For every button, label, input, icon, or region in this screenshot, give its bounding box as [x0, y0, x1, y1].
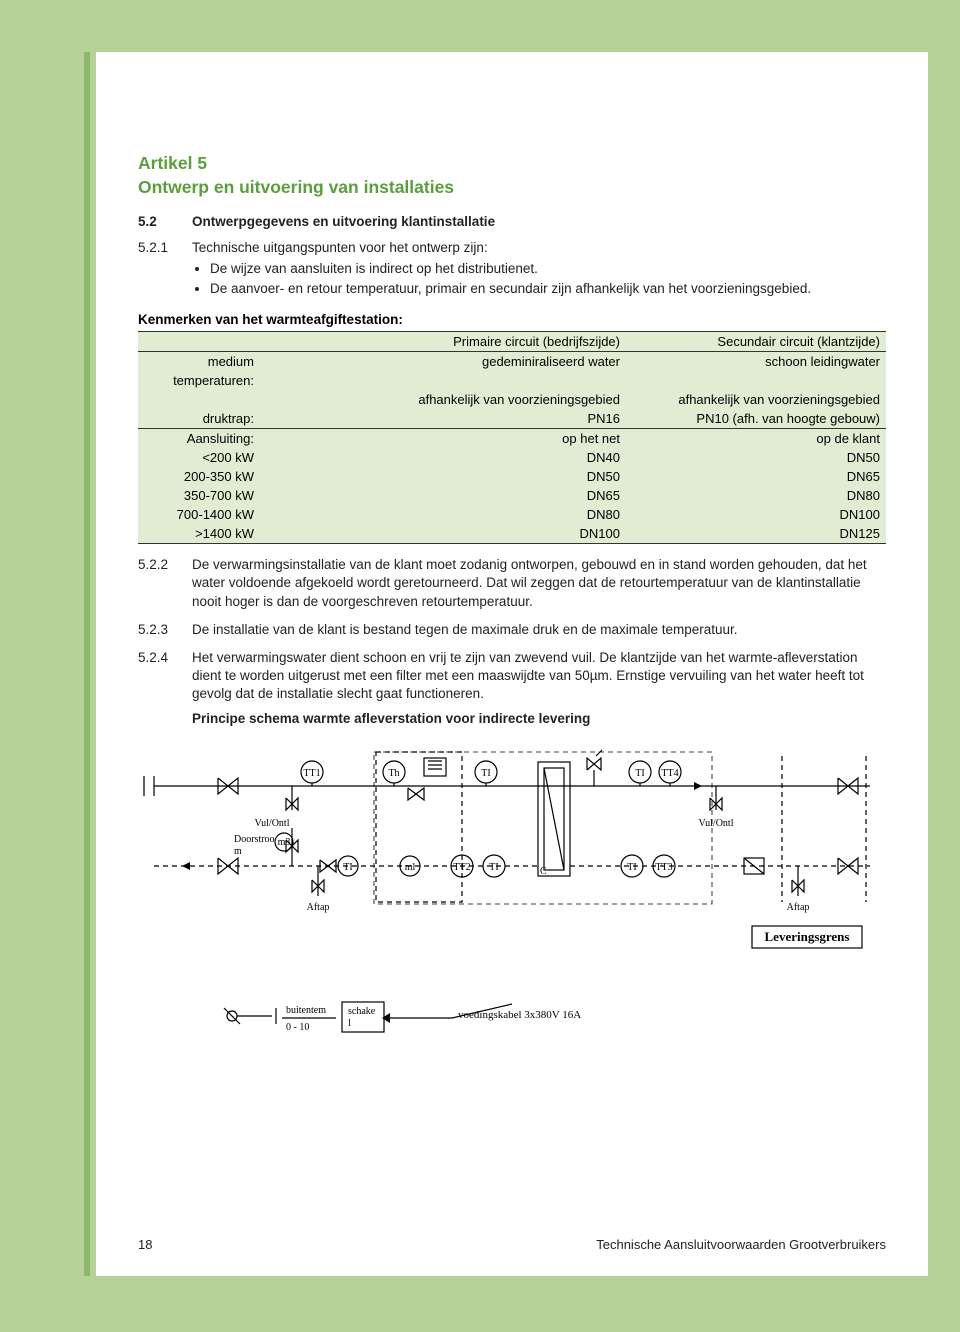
cell-secondary — [626, 371, 886, 390]
doorstroom2-label: m — [234, 846, 242, 857]
row-label: <200 kW — [138, 448, 260, 467]
aftap-l-label: Aftap — [307, 902, 330, 913]
bullet-list: De wijze van aansluiten is indirect op h… — [192, 260, 886, 298]
table-row: temperaturen: — [138, 371, 886, 390]
section-text: De verwarmingsinstallatie van de klant m… — [192, 556, 886, 611]
section-5-2: 5.2 Ontwerpgegevens en uitvoering klanti… — [138, 213, 886, 231]
table-row: druktrap:PN16PN10 (afh. van hoogte gebou… — [138, 409, 886, 429]
section-5-2-1: 5.2.1 Technische uitgangspunten voor het… — [138, 239, 886, 300]
table-row: Aansluiting:op het netop de klant — [138, 429, 886, 449]
row-label: 700-1400 kW — [138, 505, 260, 524]
tt3-label: TT3 — [655, 862, 672, 873]
section-text: Het verwarmingswater dient schoon en vri… — [192, 650, 864, 701]
schema-caption: Principe schema warmte afleverstation vo… — [192, 710, 886, 728]
section-number: 5.2.2 — [138, 556, 192, 574]
section-body: Technische uitgangspunten voor het ontwe… — [192, 239, 886, 300]
spec-table: Primaire circuit (bedrijfszijde) Secunda… — [138, 331, 886, 544]
cell-secondary: schoon leidingwater — [626, 352, 886, 372]
section-body: Het verwarmingswater dient schoon en vri… — [192, 649, 886, 738]
aftap-r-label: Aftap — [787, 902, 810, 913]
section-5-2-2: 5.2.2 De verwarmingsinstallatie van de k… — [138, 556, 886, 611]
schake2-label: l — [348, 1018, 351, 1029]
cell-primary: DN50 — [260, 467, 626, 486]
leveringsgrens-label: Leveringsgrens — [765, 929, 850, 944]
section-number: 5.2 — [138, 213, 192, 231]
section-5-2-4: 5.2.4 Het verwarmingswater dient schoon … — [138, 649, 886, 738]
intro-text: Technische uitgangspunten voor het ontwe… — [192, 240, 488, 255]
zero-ten-label: 0 - 10 — [286, 1022, 309, 1033]
section-text: De installatie van de klant is bestand t… — [192, 621, 886, 639]
cell-secondary: DN125 — [626, 524, 886, 544]
col-primary-header: Primaire circuit (bedrijfszijde) — [260, 332, 626, 352]
row-label: 200-350 kW — [138, 467, 260, 486]
cell-primary: DN40 — [260, 448, 626, 467]
ti-d-label: TI — [627, 862, 636, 873]
page-footer: 18 Technische Aansluitvoorwaarden Grootv… — [138, 1237, 886, 1252]
row-label: 350-700 kW — [138, 486, 260, 505]
table-row: 200-350 kWDN50DN65 — [138, 467, 886, 486]
bullet-item: De aanvoer- en retour temperatuur, prima… — [210, 280, 886, 298]
cell-primary: PN16 — [260, 409, 626, 429]
doc-title-footer: Technische Aansluitvoorwaarden Grootverb… — [596, 1237, 886, 1252]
table-row: >1400 kWDN100DN125 — [138, 524, 886, 544]
ti-e-label: TI — [343, 862, 352, 873]
row-label: Aansluiting: — [138, 429, 260, 449]
section-heading: Ontwerpgegevens en uitvoering klantinsta… — [192, 213, 886, 231]
title-line1: Artikel 5 — [138, 153, 207, 173]
vulontl-l-label: Vul/Ontl — [255, 818, 290, 829]
cell-primary: DN100 — [260, 524, 626, 544]
cell-secondary: DN100 — [626, 505, 886, 524]
cell-secondary: DN50 — [626, 448, 886, 467]
table-caption: Kenmerken van het warmteafgiftestation: — [138, 312, 886, 327]
cell-primary: afhankelijk van voorzieningsgebied — [260, 390, 626, 409]
schematic-diagram: TT1 Th TI C TI TT4 Vul/Ontl — [142, 746, 882, 1056]
th-label: Th — [388, 768, 399, 779]
schake-label: schake — [348, 1006, 376, 1017]
ti-b-label: TI — [635, 768, 644, 779]
cell-secondary: op de klant — [626, 429, 886, 449]
ml-label: ml — [405, 862, 416, 873]
row-label — [138, 390, 260, 409]
ti-c-label: TI — [489, 862, 498, 873]
row-label: >1400 kW — [138, 524, 260, 544]
tt1-label: TT1 — [303, 768, 320, 779]
vulontl-r-label: Vul/Ontl — [699, 818, 734, 829]
bullet-item: De wijze van aansluiten is indirect op h… — [210, 260, 886, 278]
title-line2: Ontwerp en uitvoering van installaties — [138, 177, 454, 197]
c-label: C — [540, 866, 547, 877]
cell-primary — [260, 371, 626, 390]
doorstroom-label: Doorstroo — [234, 834, 275, 845]
table-row: 700-1400 kWDN80DN100 — [138, 505, 886, 524]
row-label: temperaturen: — [138, 371, 260, 390]
table-row: mediumgedeminiraliseerd waterschoon leid… — [138, 352, 886, 372]
section-5-2-3: 5.2.3 De installatie van de klant is bes… — [138, 621, 886, 639]
table-row: <200 kWDN40DN50 — [138, 448, 886, 467]
buitentem-label: buitentem — [286, 1005, 326, 1016]
col-secondary-header: Secundair circuit (klantzijde) — [626, 332, 886, 352]
table-header-row: Primaire circuit (bedrijfszijde) Secunda… — [138, 332, 886, 352]
ti-a-label: TI — [481, 768, 490, 779]
cell-secondary: DN80 — [626, 486, 886, 505]
margin-bar — [84, 52, 90, 1276]
cell-primary: DN65 — [260, 486, 626, 505]
section-number: 5.2.1 — [138, 239, 192, 257]
row-label: druktrap: — [138, 409, 260, 429]
section-number: 5.2.4 — [138, 649, 192, 667]
cell-secondary: afhankelijk van voorzieningsgebied — [626, 390, 886, 409]
document-page: Artikel 5 Ontwerp en uitvoering van inst… — [96, 52, 928, 1276]
section-number: 5.2.3 — [138, 621, 192, 639]
page-number: 18 — [138, 1237, 152, 1252]
article-title: Artikel 5 Ontwerp en uitvoering van inst… — [138, 152, 886, 199]
cell-secondary: DN65 — [626, 467, 886, 486]
voeding-label: voedingskabel 3x380V 16A — [458, 1009, 581, 1021]
table-row: 350-700 kWDN65DN80 — [138, 486, 886, 505]
row-label: medium — [138, 352, 260, 372]
cell-primary: op het net — [260, 429, 626, 449]
cell-primary: DN80 — [260, 505, 626, 524]
cell-secondary: PN10 (afh. van hoogte gebouw) — [626, 409, 886, 429]
tt2-label: TT2 — [453, 862, 470, 873]
table-row: afhankelijk van voorzieningsgebiedafhank… — [138, 390, 886, 409]
cell-primary: gedeminiraliseerd water — [260, 352, 626, 372]
tt4-label: TT4 — [661, 768, 678, 779]
